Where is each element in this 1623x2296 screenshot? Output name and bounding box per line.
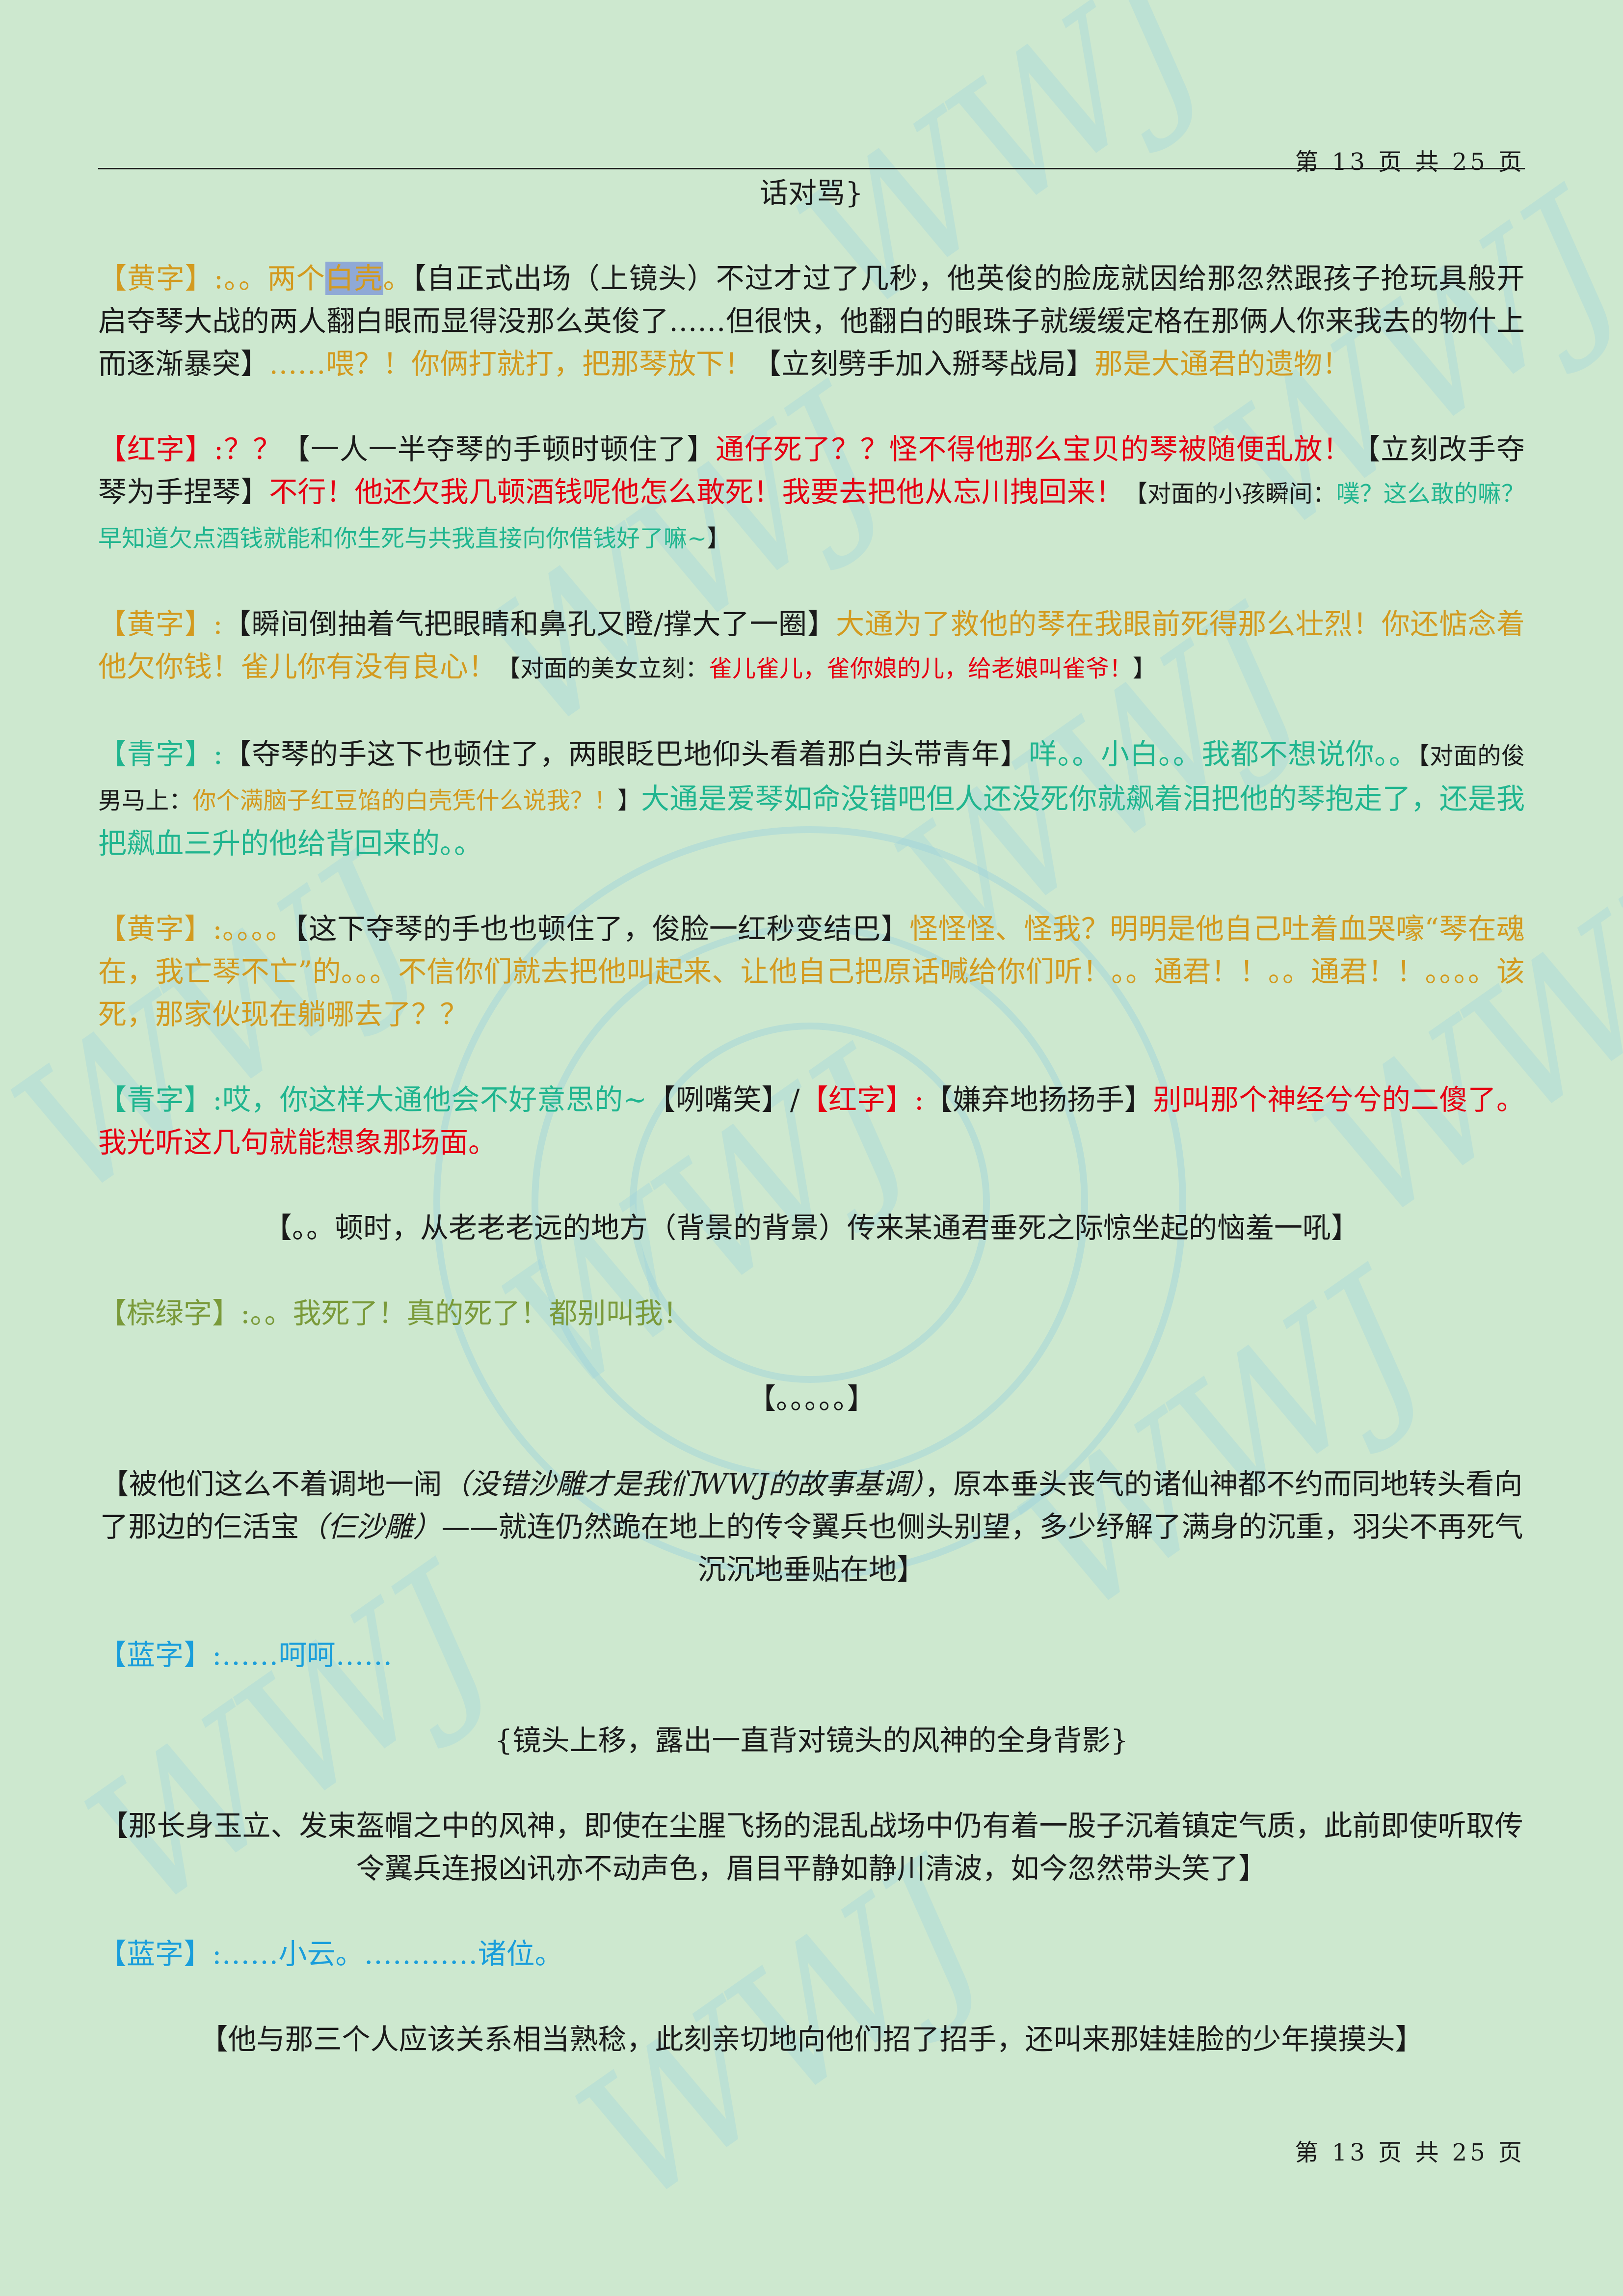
aside-text: 【对面的美女立刻： (497, 655, 709, 682)
paragraph-4: 【青字】:【夺琴的手这下也顿住了，两眼眨巴地仰头看着那白头带青年】咩。。小白。。… (98, 733, 1525, 865)
aside-text: 】 (707, 525, 731, 552)
speaker-yellow: 【黄字】: (98, 607, 223, 641)
stage-direction: 【自正式出场（上镜头）不过才过了几秒，他英俊的脸庞就因给那忽然跟孩子抢玩具般开启… (98, 262, 1525, 380)
dialogue-yellow: ……喂？！你俩打就打，把那琴放下！ (269, 347, 753, 380)
dialogue-red: 通仔死了？？怪不得他那么宝贝的琴被随便乱放！ (715, 432, 1352, 466)
stage-direction: 【。。顿时，从老老老远的地方（背景的背景）传来某通君垂死之际惊坐起的恼羞一吼】 (263, 1211, 1359, 1244)
text-span: 话对骂} (760, 176, 863, 210)
stage-direction: 【这下夺琴的手也也顿住了，俊脸一红秒变结巴】 (294, 912, 909, 945)
paragraph-5: 【黄字】:。。。。【这下夺琴的手也也顿住了，俊脸一红秒变结巴】怪怪怪、怪我？明明… (98, 908, 1525, 1036)
speaker-red: 【红字】: (799, 1083, 924, 1116)
speaker-blue: 【蓝字】: (98, 1638, 222, 1672)
camera-direction: {镜头上移，露出一直背对镜头的风神的全身背影} (494, 1724, 1129, 1757)
aside-text: 【对面的俊男马上： (98, 742, 1525, 814)
paragraph-0: 话对骂} (98, 172, 1525, 215)
speaker-yellow: 【黄字】:。。。。 (98, 912, 294, 945)
dialogue-teal: 大通是爱琴如命没错吧但人还没死你就飙着泪把他的琴抱走了，还是我把飙血三升的他给背… (98, 782, 1525, 860)
paragraph-2: 【红字】:？？【一人一半夺琴的手顿时顿住了】通仔死了？？怪不得他那么宝贝的琴被随… (98, 428, 1525, 560)
footer-page-number: 第 13 页 共 25 页 (1295, 2139, 1525, 2166)
stage-direction: 【咧嘴笑】 (647, 1083, 790, 1116)
stage-direction: 【夺琴的手这下也顿住了，两眼眨巴地仰头看着那白头带青年】 (223, 737, 1029, 771)
paragraph-14: 【蓝字】:……小云。…………诸位。 (98, 1933, 1525, 1975)
dialogue-yellow: 那是大通君的遗物！ (1094, 347, 1351, 380)
document-body: 话对骂} 【黄字】:。。两个白壳。【自正式出场（上镜头）不过才过了几秒，他英俊的… (98, 172, 1525, 2104)
dialogue-red: 不行！他还欠我几顿酒钱呢他怎么敢死！我要去把他从忘川拽回来！ (269, 475, 1124, 509)
header-divider (98, 168, 1525, 169)
stage-direction: 【。。。。。】 (747, 1382, 876, 1415)
speaker-olive: 【棕绿字】: (98, 1297, 250, 1330)
dialogue-olive: 。。我死了！真的死了！都别叫我！ (250, 1297, 692, 1330)
dialogue-teal: 咩。。小白。。我都不想说你。。 (1029, 737, 1418, 771)
dialogue-yellow: 怪怪怪、怪我？明明是他自己吐着血哭嚎“琴在魂在，我亡琴不亡”的。。。不信你们就去… (98, 912, 1525, 1031)
dialogue-blue: ……呵呵…… (221, 1638, 393, 1672)
italic-aside: （没错沙雕才是我们WWJ的故事基调） (442, 1467, 925, 1501)
stage-direction: 【立刻劈手加入掰琴战局】 (753, 347, 1095, 380)
aside-text: 】 (1133, 655, 1157, 682)
dialogue-blue: ……小云。…………诸位。 (221, 1937, 563, 1971)
separator-slash: / (790, 1083, 800, 1116)
dialogue-red: 别叫那个神经兮兮的二傻了。我光听这几句就能想象那场面。 (98, 1083, 1525, 1159)
dialogue-yellow: 大通为了救他的琴在我眼前死得那么壮烈！你还惦念着他欠你钱！雀儿你有没有良心！ (98, 607, 1525, 683)
stage-direction: 【他与那三个人应该关系相当熟稔，此刻亲切地向他们招了招手，还叫来那娃娃脸的少年摸… (199, 2023, 1424, 2056)
highlighted-text: 白壳 (325, 262, 383, 295)
paragraph-8: 【棕绿字】:。。我死了！真的死了！都别叫我！ (98, 1292, 1525, 1335)
speaker-blue: 【蓝字】: (98, 1937, 222, 1971)
paragraph-7: 【。。顿时，从老老老远的地方（背景的背景）传来某通君垂死之际惊坐起的恼羞一吼】 (98, 1207, 1525, 1249)
stage-direction: ——就连仍然跪在地上的传令翼兵也侧头别望，多少纾解了满身的沉重，羽尖不再死气沉沉… (441, 1510, 1523, 1586)
paragraph-3: 【黄字】:【瞬间倒抽着气把眼睛和鼻孔又瞪/撑大了一圈】大通为了救他的琴在我眼前死… (98, 603, 1525, 690)
speaker-teal: 【青字】: (98, 737, 223, 771)
paragraph-1: 【黄字】:。。两个白壳。【自正式出场（上镜头）不过才过了几秒，他英俊的脸庞就因给… (98, 257, 1525, 385)
paragraph-15: 【他与那三个人应该关系相当熟稔，此刻亲切地向他们招了招手，还叫来那娃娃脸的少年摸… (98, 2018, 1525, 2061)
aside-text: 】 (617, 787, 641, 814)
stage-direction: 【一人一半夺琴的手顿时顿住了】 (282, 432, 716, 466)
paragraph-9: 【。。。。。】 (98, 1378, 1525, 1420)
paragraph-13: 【那长身玉立、发束盔帽之中的风神，即使在尘腥飞扬的混乱战场中仍有着一股子沉着镇定… (98, 1805, 1525, 1890)
aside-text: 【对面的小孩瞬间： (1124, 480, 1336, 508)
speaker-teal: 【青字】: (98, 1083, 222, 1116)
aside-dialogue: 雀儿雀儿，雀你娘的儿，给老娘叫雀爷！ (709, 655, 1133, 682)
header-page-number: 第 13 页 共 25 页 (1295, 148, 1525, 176)
speaker-red: 【红字】: (98, 432, 224, 466)
aside-dialogue: 你个满脑子红豆馅的白壳凭什么说我？！ (192, 787, 618, 814)
paragraph-11: 【蓝字】:……呵呵…… (98, 1634, 1525, 1676)
paragraph-6: 【青字】:哎，你这样大通他会不好意思的~【咧嘴笑】/【红字】:【嫌弃地扬扬手】别… (98, 1079, 1525, 1164)
paragraph-10: 【被他们这么不着调地一闹（没错沙雕才是我们WWJ的故事基调），原本垂头丧气的诸仙… (98, 1463, 1525, 1591)
stage-direction: ，原本垂头丧气的诸仙神都不约而同地转头看向了那边的仨活宝 (100, 1467, 1523, 1543)
dialogue-teal: 哎，你这样大通他会不好意思的~ (222, 1083, 647, 1116)
stage-direction: 【被他们这么不着调地一闹 (100, 1467, 442, 1501)
dialogue-red: ？？ (223, 432, 282, 466)
paragraph-12: {镜头上移，露出一直背对镜头的风神的全身背影} (98, 1719, 1525, 1762)
stage-direction: 【瞬间倒抽着气把眼睛和鼻孔又瞪/撑大了一圈】 (222, 607, 836, 641)
stage-direction: 【立刻改手夺琴为手捏琴】 (98, 432, 1525, 509)
stage-direction: 【那长身玉立、发束盔帽之中的风神，即使在尘腥飞扬的混乱战场中仍有着一股子沉着镇定… (100, 1809, 1523, 1885)
aside-dialogue: 噗？这么敢的嘛？早知道欠点酒钱就能和你生死与共我直接向你借钱好了嘛~ (98, 480, 1525, 552)
text-span: 。 (383, 262, 412, 295)
stage-direction: 【嫌弃地扬扬手】 (924, 1083, 1153, 1116)
italic-aside: （仨沙雕） (299, 1510, 442, 1543)
speaker-yellow: 【黄字】:。。两个 (98, 262, 325, 295)
